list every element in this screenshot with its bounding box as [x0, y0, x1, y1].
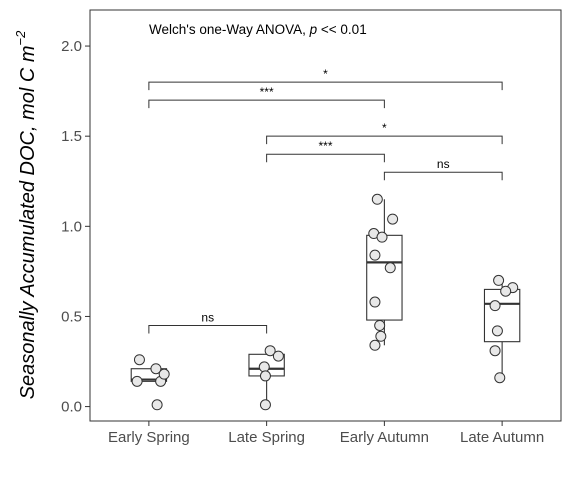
- data-point: [371, 193, 383, 205]
- data-point: [133, 354, 145, 366]
- data-point: [369, 296, 381, 308]
- comparison-bracket: ***: [148, 85, 385, 109]
- comparison-bracket: *: [266, 121, 503, 145]
- y-tick-label: 0.0: [61, 399, 82, 416]
- data-points: [131, 193, 519, 411]
- data-point: [150, 363, 162, 375]
- data-point: [500, 285, 512, 297]
- comparison-bracket: *: [148, 67, 503, 91]
- y-axis: 0.0 0.5 1.0 1.5 2.0: [61, 38, 90, 416]
- bracket-line: [148, 99, 385, 109]
- y-tick-label: 1.5: [61, 128, 82, 145]
- significance-label: ns: [437, 157, 450, 171]
- boxes: [130, 199, 521, 405]
- data-point: [494, 372, 506, 384]
- x-axis: Early Spring Late Spring Early Autumn Late …: [108, 421, 544, 446]
- bracket-line: [148, 324, 268, 334]
- y-axis-title-text: Seasonally Accumulated DOC, mol C m: [17, 46, 39, 400]
- data-point: [489, 300, 501, 312]
- box-iqr: [366, 234, 403, 321]
- comparison-bracket: ns: [383, 157, 503, 181]
- significance-label: ***: [260, 85, 274, 99]
- significance-label: ***: [318, 139, 332, 153]
- significance-label: *: [323, 67, 328, 81]
- data-point: [369, 249, 381, 261]
- y-axis-title-superscript: −2: [13, 30, 28, 46]
- bracket-line: [148, 81, 503, 91]
- data-point: [264, 345, 276, 357]
- y-tick-label: 0.5: [61, 308, 82, 325]
- data-point: [158, 368, 170, 380]
- anova-annotation: Welch's one-Way ANOVA, p << 0.01: [149, 22, 367, 37]
- bracket-line: [266, 135, 503, 145]
- bracket-line: [383, 171, 503, 181]
- x-tick-label: Late Spring: [228, 429, 305, 446]
- significance-label: ns: [201, 310, 214, 324]
- anova-annotation-suffix: << 0.01: [317, 22, 367, 37]
- data-point: [387, 213, 399, 225]
- anova-annotation-p: p: [309, 22, 318, 37]
- anova-annotation-prefix: Welch's one-Way ANOVA,: [149, 22, 310, 37]
- significance-label: *: [382, 121, 387, 135]
- x-tick-label: Late Autumn: [460, 429, 544, 446]
- x-tick-label: Early Spring: [108, 429, 190, 446]
- y-axis-title: Seasonally Accumulated DOC, mol C m−2: [13, 30, 39, 399]
- data-point: [491, 325, 503, 337]
- box-iqr: [483, 288, 521, 343]
- data-point: [259, 399, 271, 411]
- data-point: [374, 319, 386, 331]
- data-point: [375, 330, 387, 342]
- comparison-bracket: ns: [148, 310, 268, 334]
- comparison-bracket: ***: [266, 139, 385, 163]
- data-point: [369, 339, 381, 351]
- box-late-autumn: [483, 280, 521, 378]
- data-point: [493, 274, 505, 286]
- y-tick-label: 2.0: [61, 38, 82, 55]
- plot-panel-border: [89, 9, 562, 422]
- y-axis-title-group: Seasonally Accumulated DOC, mol C m−2: [13, 30, 39, 399]
- bracket-line: [266, 153, 385, 163]
- data-point: [272, 350, 284, 362]
- data-point: [131, 375, 143, 387]
- data-point: [489, 345, 501, 357]
- data-point: [151, 399, 163, 411]
- data-point: [384, 262, 396, 274]
- data-point: [259, 370, 271, 382]
- data-point: [376, 231, 388, 243]
- y-tick-label: 1.0: [61, 218, 82, 235]
- x-tick-label: Early Autumn: [340, 429, 429, 446]
- data-point: [258, 361, 270, 373]
